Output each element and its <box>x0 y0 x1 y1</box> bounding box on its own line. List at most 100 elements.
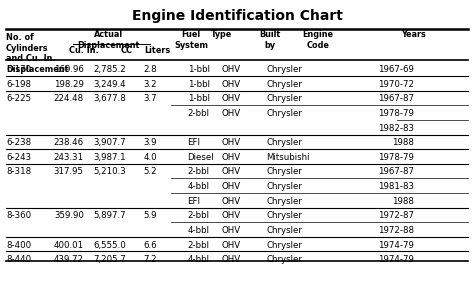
Text: 1967-69: 1967-69 <box>378 65 414 74</box>
Text: 1967-87: 1967-87 <box>378 95 414 103</box>
Text: 4-bbl: 4-bbl <box>188 255 210 264</box>
Text: 2-bbl: 2-bbl <box>188 240 210 250</box>
Text: OHV: OHV <box>222 95 241 103</box>
Text: Chrysler: Chrysler <box>266 240 302 250</box>
Text: 2-bbl: 2-bbl <box>188 211 210 220</box>
Text: Built
by: Built by <box>259 30 281 50</box>
Text: Chrysler: Chrysler <box>266 109 302 118</box>
Text: 3,907.7: 3,907.7 <box>94 138 126 147</box>
Text: 1974-79: 1974-79 <box>378 240 414 250</box>
Text: 1970-72: 1970-72 <box>378 80 414 89</box>
Text: No. of
Cylinders
and Cu. In.
Displacement: No. of Cylinders and Cu. In. Displacemen… <box>6 33 69 74</box>
Text: Engine
Code: Engine Code <box>302 30 334 50</box>
Text: Fuel
System: Fuel System <box>174 30 208 50</box>
Text: 7,205.7: 7,205.7 <box>93 255 126 264</box>
Text: 243.31: 243.31 <box>54 153 84 162</box>
Text: 224.48: 224.48 <box>54 95 84 103</box>
Text: 5.9: 5.9 <box>144 211 157 220</box>
Text: 3,987.1: 3,987.1 <box>94 153 126 162</box>
Text: 6,555.0: 6,555.0 <box>93 240 126 250</box>
Text: Engine Identification Chart: Engine Identification Chart <box>132 9 342 23</box>
Text: Chrysler: Chrysler <box>266 168 302 177</box>
Text: 3.7: 3.7 <box>143 95 157 103</box>
Text: 439.72: 439.72 <box>54 255 84 264</box>
Text: 2-bbl: 2-bbl <box>188 168 210 177</box>
Text: 198.29: 198.29 <box>54 80 84 89</box>
Text: 169.96: 169.96 <box>54 65 84 74</box>
Text: 8-400: 8-400 <box>6 240 31 250</box>
Text: OHV: OHV <box>222 182 241 191</box>
Text: OHV: OHV <box>222 65 241 74</box>
Text: Chrysler: Chrysler <box>266 255 302 264</box>
Text: 3,249.4: 3,249.4 <box>94 80 126 89</box>
Text: 4.0: 4.0 <box>143 153 157 162</box>
Text: 8-318: 8-318 <box>6 168 31 177</box>
Text: 6-225: 6-225 <box>6 95 31 103</box>
Text: 1974-79: 1974-79 <box>378 255 414 264</box>
Text: OHV: OHV <box>222 109 241 118</box>
Text: Type: Type <box>211 30 233 39</box>
Text: 4-bbl: 4-bbl <box>188 182 210 191</box>
Text: 7.2: 7.2 <box>143 255 157 264</box>
Text: 5,897.7: 5,897.7 <box>94 211 126 220</box>
Text: OHV: OHV <box>222 80 241 89</box>
Text: 1982-83: 1982-83 <box>378 124 414 133</box>
Text: Chrysler: Chrysler <box>266 138 302 147</box>
Text: Actual
Displacement: Actual Displacement <box>78 30 140 50</box>
Text: EFI: EFI <box>188 138 201 147</box>
Text: 6-170: 6-170 <box>6 65 31 74</box>
Text: 6-198: 6-198 <box>6 80 31 89</box>
Text: 317.95: 317.95 <box>54 168 84 177</box>
Text: 1-bbl: 1-bbl <box>188 95 210 103</box>
Text: 6-243: 6-243 <box>6 153 31 162</box>
Text: 1988: 1988 <box>392 197 414 206</box>
Text: 2.8: 2.8 <box>143 65 157 74</box>
Text: 8-360: 8-360 <box>6 211 31 220</box>
Text: 4-bbl: 4-bbl <box>188 226 210 235</box>
Text: Mitsubishi: Mitsubishi <box>266 153 310 162</box>
Text: 3,677.8: 3,677.8 <box>93 95 126 103</box>
Text: Cu. In.: Cu. In. <box>69 45 99 55</box>
Text: 238.46: 238.46 <box>54 138 84 147</box>
Text: OHV: OHV <box>222 255 241 264</box>
Text: OHV: OHV <box>222 211 241 220</box>
Text: 1967-87: 1967-87 <box>378 168 414 177</box>
Text: OHV: OHV <box>222 138 241 147</box>
Text: 1-bbl: 1-bbl <box>188 65 210 74</box>
Text: 2-bbl: 2-bbl <box>188 109 210 118</box>
Text: 8-440: 8-440 <box>6 255 31 264</box>
Text: 1978-79: 1978-79 <box>378 153 414 162</box>
Text: OHV: OHV <box>222 168 241 177</box>
Text: Chrysler: Chrysler <box>266 197 302 206</box>
Text: CC: CC <box>120 45 132 55</box>
Text: 359.90: 359.90 <box>54 211 84 220</box>
Text: OHV: OHV <box>222 153 241 162</box>
Text: Chrysler: Chrysler <box>266 65 302 74</box>
Text: EFI: EFI <box>188 197 201 206</box>
Text: 1978-79: 1978-79 <box>378 109 414 118</box>
Text: OHV: OHV <box>222 240 241 250</box>
Text: 1972-88: 1972-88 <box>378 226 414 235</box>
Text: Chrysler: Chrysler <box>266 80 302 89</box>
Text: 6-238: 6-238 <box>6 138 31 147</box>
Text: 3.9: 3.9 <box>144 138 157 147</box>
Text: 1972-87: 1972-87 <box>378 211 414 220</box>
Text: 1-bbl: 1-bbl <box>188 80 210 89</box>
Text: Chrysler: Chrysler <box>266 95 302 103</box>
Text: 5.2: 5.2 <box>143 168 157 177</box>
Text: OHV: OHV <box>222 226 241 235</box>
Text: 400.01: 400.01 <box>54 240 84 250</box>
Text: 5,210.3: 5,210.3 <box>93 168 126 177</box>
Text: 2,785.2: 2,785.2 <box>93 65 126 74</box>
Text: 1981-83: 1981-83 <box>378 182 414 191</box>
Text: Liters: Liters <box>144 45 170 55</box>
Text: OHV: OHV <box>222 197 241 206</box>
Text: 3.2: 3.2 <box>143 80 157 89</box>
Text: Diesel: Diesel <box>188 153 214 162</box>
Text: 1988: 1988 <box>392 138 414 147</box>
Text: Years: Years <box>401 30 426 39</box>
Text: 6.6: 6.6 <box>143 240 157 250</box>
Text: Chrysler: Chrysler <box>266 182 302 191</box>
Text: Chrysler: Chrysler <box>266 226 302 235</box>
Text: Chrysler: Chrysler <box>266 211 302 220</box>
